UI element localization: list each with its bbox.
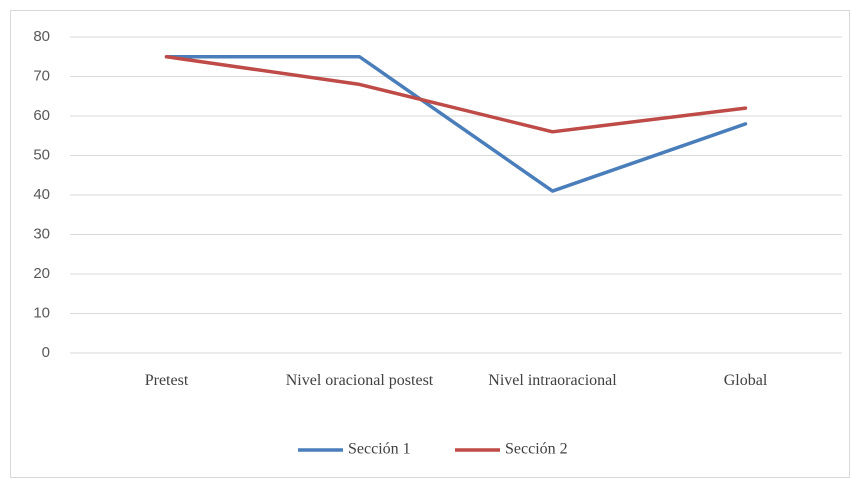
x-tick-label: Nivel intraoracional [488, 372, 617, 389]
series-line [164, 55, 748, 134]
y-tick-label: 50 [33, 146, 50, 163]
y-tick-label: 40 [33, 186, 50, 203]
y-tick-label: 70 [33, 67, 50, 84]
x-tick-label: Pretest [144, 372, 189, 389]
x-tick-label: Nivel oracional postest [285, 372, 434, 389]
y-tick-label: 0 [42, 344, 50, 361]
x-tick-label: Global [723, 372, 768, 389]
y-tick-label: 10 [33, 304, 50, 321]
y-tick-label: 20 [33, 265, 50, 282]
series-line [164, 55, 748, 193]
y-tick-label: 80 [33, 28, 50, 45]
y-tick-label: 60 [33, 107, 50, 124]
chart-frame [10, 10, 850, 478]
legend-label: Sección 1 [348, 441, 411, 458]
y-tick-label: 30 [33, 225, 50, 242]
legend-label: Sección 2 [505, 441, 568, 458]
